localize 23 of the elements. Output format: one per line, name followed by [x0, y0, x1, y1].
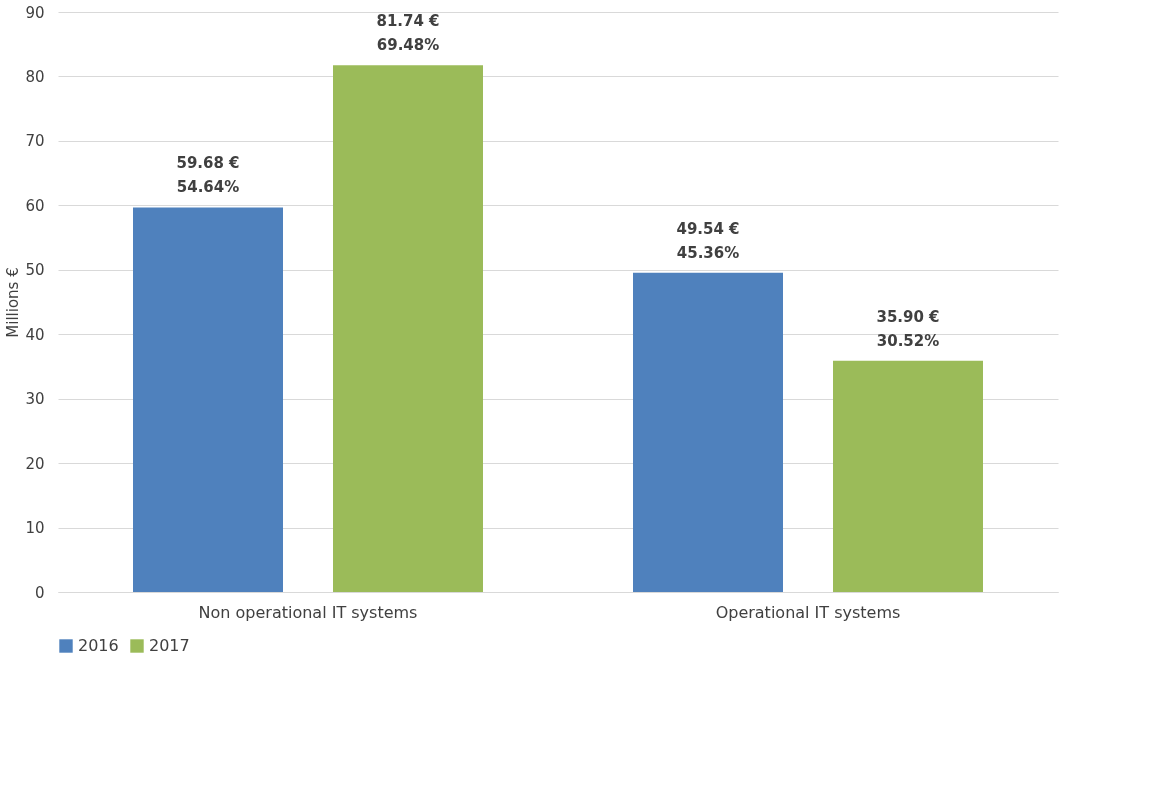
y-tick-label: 40: [25, 325, 45, 344]
bar: [833, 360, 983, 592]
y-tick-label: 0: [34, 583, 45, 602]
data-label: 81.74 € 69.48%: [376, 12, 440, 55]
y-tick-label: 70: [25, 132, 45, 151]
y-tick-label: 90: [25, 3, 45, 22]
data-label: 59.68 € 54.64%: [176, 154, 240, 197]
x-tick-label: Non operational IT systems: [198, 602, 418, 622]
y-tick-label: 60: [25, 196, 45, 215]
data-label: 35.90 € 30.52%: [876, 307, 940, 350]
legend-label: 2016: [78, 636, 119, 655]
y-tick-label: 80: [25, 67, 45, 86]
y-tick-label: 30: [25, 390, 45, 409]
y-tick-label: 10: [25, 519, 45, 538]
bar: [633, 272, 783, 592]
x-tick-label: Operational IT systems: [715, 602, 901, 622]
bar: [133, 207, 283, 592]
legend-label: 2017: [149, 636, 190, 655]
y-axis-title: Millions €: [4, 267, 23, 338]
y-tick-label: 20: [25, 454, 45, 473]
data-label: 49.54 € 45.36%: [676, 219, 740, 262]
y-tick-label: 50: [25, 261, 45, 280]
bar: [333, 65, 483, 592]
